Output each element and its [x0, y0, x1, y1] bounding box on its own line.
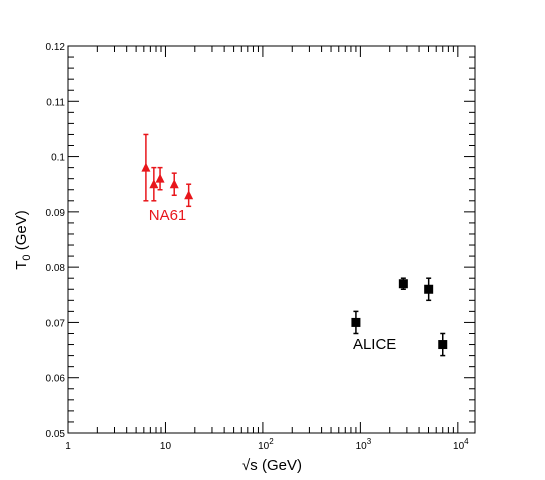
x-tick-exponent: 3: [367, 437, 372, 446]
series-alice: ALICE: [351, 277, 448, 357]
series-na61: NA61: [141, 133, 194, 224]
y-tick-label: 0.11: [46, 97, 65, 108]
data-point-square: [351, 317, 361, 327]
y-tick-label: 0.08: [46, 263, 66, 274]
y-axis-label: T0 (GeV): [13, 210, 33, 269]
plot-frame: [67, 45, 476, 434]
axis-tick-labels: 1 10 102 103 104 0.05 0.06 0.07 0.08 0.09 0.1 0.11 0…: [46, 42, 470, 452]
series-label-na61: NA61: [149, 207, 187, 224]
x-tick-label: 104: [453, 437, 469, 452]
y-tick-label: 0.05: [46, 429, 66, 440]
y-axis-label-unit: (GeV): [13, 210, 30, 254]
x-tick-label: 1: [65, 441, 71, 452]
y-axis-label-subscript: 0: [21, 254, 33, 260]
x-tick-label: 103: [356, 437, 372, 452]
data-point-triangle: [169, 179, 179, 189]
series-label-alice: ALICE: [353, 336, 396, 353]
x-axis-label: √s (GeV): [242, 457, 302, 474]
data-point-square: [398, 279, 408, 289]
data-point-triangle: [155, 173, 165, 183]
x-tick-exponent: 2: [269, 437, 274, 446]
data-point-triangle: [184, 190, 194, 200]
y-tick-label: 0.06: [46, 374, 66, 385]
x-tick-label: 102: [258, 437, 274, 452]
data-point-square: [438, 340, 448, 350]
data-point-triangle: [141, 162, 151, 172]
y-tick-label: 0.07: [46, 318, 66, 329]
x-tick-exponent: 4: [464, 437, 469, 446]
data-point-triangle: [149, 179, 159, 189]
y-axis-label-main: T: [13, 261, 30, 270]
x-tick-label: 10: [160, 441, 172, 452]
y-tick-label: 0.09: [46, 208, 66, 219]
y-tick-label: 0.1: [51, 153, 65, 164]
y-tick-label: 0.12: [46, 42, 66, 53]
axis-ticks: [67, 45, 475, 434]
data-series: NA61 ALICE: [141, 133, 448, 357]
data-point-square: [424, 284, 434, 294]
